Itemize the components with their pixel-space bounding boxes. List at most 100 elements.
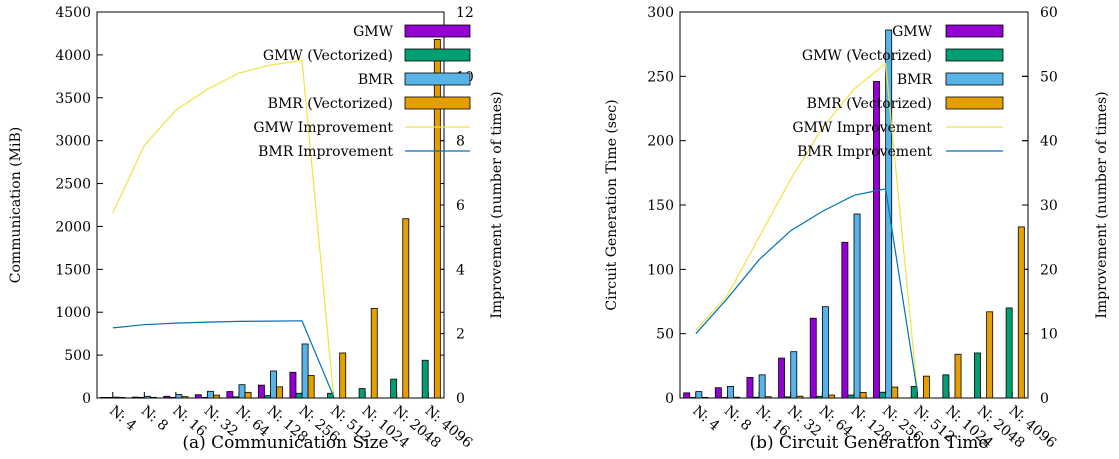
y-tick-label: 500 bbox=[64, 348, 91, 364]
y-tick-label: 4500 bbox=[55, 5, 91, 21]
legend-label: GMW Improvement bbox=[253, 120, 393, 136]
bar-bmr bbox=[175, 394, 183, 399]
panel-circuit-generation-time: 0 50 100 150 200 250 300 0 10 20 30 40 50 60 Circuit G… bbox=[604, 5, 1110, 453]
y2-tick-label: 4 bbox=[456, 262, 465, 278]
bar-gmw bbox=[841, 241, 849, 399]
y-tick-label: 0 bbox=[82, 391, 91, 407]
y-tick-label: 100 bbox=[647, 262, 674, 278]
bar-gmw-vectorized bbox=[106, 396, 114, 399]
legend-label: GMW bbox=[892, 24, 933, 40]
y2-tick-label: 30 bbox=[1040, 198, 1058, 214]
legend-swatch-gmw bbox=[945, 24, 1004, 38]
bar-bmr-vectorized bbox=[922, 375, 930, 399]
bar-gmw-vectorized bbox=[815, 395, 823, 399]
bar-bmr bbox=[821, 306, 829, 399]
bar-gmw-vectorized bbox=[264, 395, 271, 399]
bar-gmw-vectorized bbox=[689, 396, 697, 399]
y2-tick-label: 2 bbox=[456, 327, 465, 343]
y2-tick-label: 10 bbox=[1040, 327, 1058, 343]
x-tick-label: N: 4 bbox=[689, 403, 722, 434]
bar-gmw-vectorized bbox=[137, 396, 145, 399]
legend-label: GMW bbox=[353, 24, 394, 40]
bar-bmr bbox=[790, 351, 798, 399]
bar-gmw bbox=[257, 384, 265, 399]
y-tick-label: 2000 bbox=[55, 219, 91, 235]
y2-tick-label: 0 bbox=[1040, 391, 1049, 407]
legend-swatch-gmw bbox=[404, 24, 471, 38]
bar-gmw bbox=[746, 377, 754, 399]
y2-tick-label: 20 bbox=[1040, 262, 1058, 278]
line-gmw-improvement bbox=[112, 59, 335, 397]
legend-label: BMR bbox=[897, 72, 933, 88]
bar-bmr bbox=[112, 396, 120, 399]
legend-label: BMR bbox=[358, 72, 394, 88]
legend-swatch-bmr-vectorized bbox=[404, 96, 471, 110]
y-tick-label: 300 bbox=[647, 5, 674, 21]
y-axis-title: Communication (MiB) bbox=[8, 127, 24, 283]
bar-bmr bbox=[270, 370, 277, 399]
y2-axis-title: Improvement (number of times) bbox=[1094, 91, 1110, 318]
bar-gmw bbox=[809, 317, 817, 399]
bar-gmw-vectorized bbox=[752, 396, 760, 399]
bar-bmr-vectorized bbox=[701, 396, 709, 399]
bar-gmw bbox=[714, 387, 722, 399]
legend-label: GMW (Vectorized) bbox=[802, 48, 932, 64]
bar-bmr bbox=[758, 374, 766, 399]
bar-bmr-vectorized bbox=[954, 353, 962, 399]
bar-gmw-vectorized bbox=[720, 396, 728, 399]
y2-tick-label: 0 bbox=[456, 391, 465, 407]
legend-swatch-gmw-vectorized bbox=[945, 48, 1004, 62]
line-bmr-improvement bbox=[695, 188, 918, 392]
panel-communication-size: 0 500 1000 1500 2000 2500 3000 3500 4000 4500 0 2 4 6… bbox=[8, 5, 505, 453]
legend-label: GMW Improvement bbox=[792, 120, 932, 136]
panel-caption: (b) Circuit Generation Time bbox=[750, 433, 989, 453]
bar-gmw bbox=[778, 357, 786, 399]
bar-gmw bbox=[194, 394, 202, 399]
line-gmw-improvement bbox=[695, 62, 918, 392]
bar-bmr bbox=[238, 384, 246, 399]
bar-bmr bbox=[207, 390, 214, 399]
legend-swatch-bmr-vectorized bbox=[945, 96, 1004, 110]
bar-bmr-vectorized bbox=[796, 395, 804, 399]
y-tick-label: 150 bbox=[647, 198, 674, 214]
bar-gmw-vectorized bbox=[358, 388, 366, 399]
y-tick-label: 50 bbox=[656, 327, 674, 343]
legend-swatch-bmr bbox=[404, 72, 471, 86]
bar-bmr-vectorized bbox=[986, 311, 994, 399]
bar-bmr-vectorized bbox=[370, 307, 378, 399]
plot-frame bbox=[96, 11, 445, 399]
bar-bmr-vectorized bbox=[118, 396, 126, 399]
bar-gmw-vectorized bbox=[974, 352, 981, 399]
bar-bmr bbox=[301, 343, 309, 399]
y2-tick-label: 40 bbox=[1040, 134, 1058, 150]
bar-bmr bbox=[143, 395, 151, 399]
y2-tick-label: 50 bbox=[1040, 69, 1058, 85]
bar-bmr bbox=[695, 391, 703, 399]
y-tick-label: 4000 bbox=[55, 48, 91, 64]
bar-bmr-vectorized bbox=[213, 394, 220, 399]
y-tick-label: 0 bbox=[665, 391, 674, 407]
y2-tick-label: 12 bbox=[456, 5, 474, 21]
y2-axis-title: Improvement (number of times) bbox=[489, 91, 505, 318]
bar-bmr-vectorized bbox=[859, 392, 867, 399]
legend-label: BMR (Vectorized) bbox=[807, 96, 932, 112]
panel-caption: (a) Communication Size bbox=[182, 433, 388, 453]
y-tick-label: 200 bbox=[647, 134, 674, 150]
bar-gmw-vectorized bbox=[169, 396, 177, 399]
bar-bmr bbox=[885, 29, 893, 399]
bar-gmw bbox=[289, 371, 297, 399]
bar-bmr bbox=[853, 213, 861, 399]
bar-bmr-vectorized bbox=[828, 394, 835, 399]
y-tick-label: 1500 bbox=[55, 262, 91, 278]
bar-bmr-vectorized bbox=[433, 39, 441, 399]
bar-gmw-vectorized bbox=[421, 359, 429, 399]
legend-label: BMR Improvement bbox=[797, 144, 932, 160]
x-tick-label: N: 8 bbox=[721, 403, 754, 434]
bar-bmr-vectorized bbox=[244, 391, 252, 399]
bar-bmr-vectorized bbox=[149, 396, 157, 399]
y2-tick-label: 6 bbox=[456, 198, 465, 214]
bar-gmw-vectorized bbox=[910, 386, 918, 399]
legend-swatch-gmw-vectorized bbox=[404, 48, 471, 62]
bar-gmw-vectorized bbox=[1005, 307, 1013, 399]
bar-bmr-vectorized bbox=[764, 396, 772, 399]
